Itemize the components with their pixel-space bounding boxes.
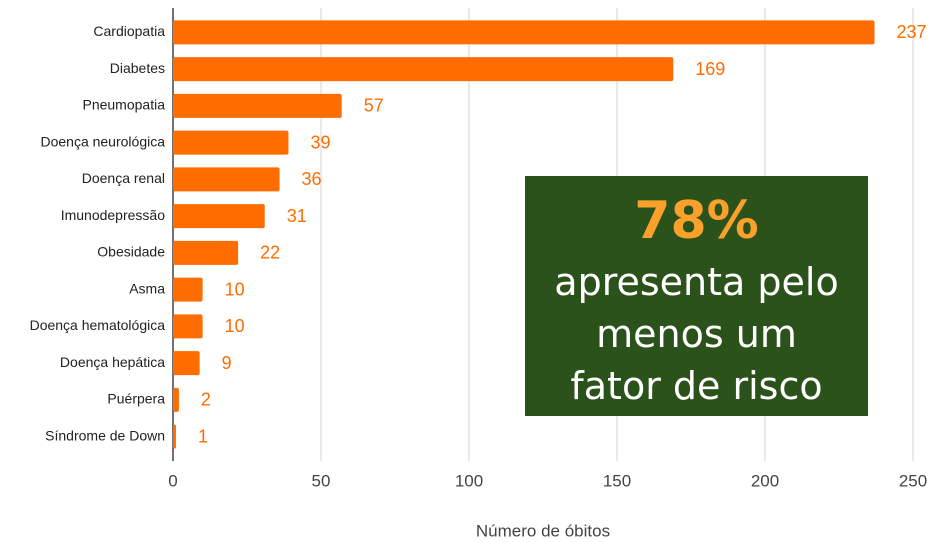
x-tick-label: 250 (899, 471, 927, 490)
bar (173, 277, 203, 302)
y-tick-label: Diabetes (110, 60, 165, 76)
y-tick-label: Síndrome de Down (45, 427, 165, 443)
x-axis-label: Número de óbitos (476, 521, 610, 540)
value-label: 237 (897, 22, 927, 42)
annotation-line: menos um (596, 312, 797, 356)
value-label: 9 (222, 353, 232, 373)
bar (173, 167, 280, 192)
value-label: 169 (695, 59, 725, 79)
y-tick-label: Doença renal (82, 170, 165, 186)
x-tick-label: 200 (751, 471, 779, 490)
y-tick-label: Cardiopatia (93, 23, 165, 39)
bar (173, 20, 875, 45)
bar (173, 93, 342, 118)
y-tick-label: Asma (129, 280, 165, 296)
y-tick-label: Doença neurológica (40, 133, 165, 149)
value-label: 2 (201, 390, 211, 410)
value-label: 1 (198, 426, 208, 446)
bar (173, 240, 239, 265)
value-label: 10 (225, 279, 245, 299)
x-tick-label: 150 (603, 471, 631, 490)
y-tick-label: Pneumopatia (82, 97, 165, 113)
y-tick-label: Doença hepática (60, 354, 165, 370)
y-tick-label: Imunodepressão (61, 207, 166, 223)
bar (173, 424, 176, 449)
x-tick-label: 50 (312, 471, 331, 490)
bar (173, 314, 203, 339)
value-label: 10 (225, 316, 245, 336)
value-label: 31 (287, 206, 307, 226)
bar (173, 351, 200, 376)
bar (173, 387, 179, 412)
y-tick-label: Puérpera (107, 391, 165, 407)
y-tick-label: Doença hematológica (30, 317, 166, 333)
bar (173, 130, 289, 155)
value-label: 39 (310, 132, 330, 152)
value-label: 36 (302, 169, 322, 189)
bar (173, 204, 265, 229)
value-label: 22 (260, 243, 280, 263)
x-tick-label: 100 (455, 471, 483, 490)
annotation-line: apresenta pelo (554, 260, 839, 304)
y-tick-label: Obesidade (97, 244, 165, 260)
annotation-line: fator de risco (570, 364, 823, 408)
value-label: 57 (364, 96, 384, 116)
x-tick-label: 0 (168, 471, 177, 490)
bar (173, 57, 674, 82)
annotation-highlight: 78% (634, 191, 759, 251)
annotation-box: 78% apresenta pelo menos um fator de risco (525, 176, 868, 416)
